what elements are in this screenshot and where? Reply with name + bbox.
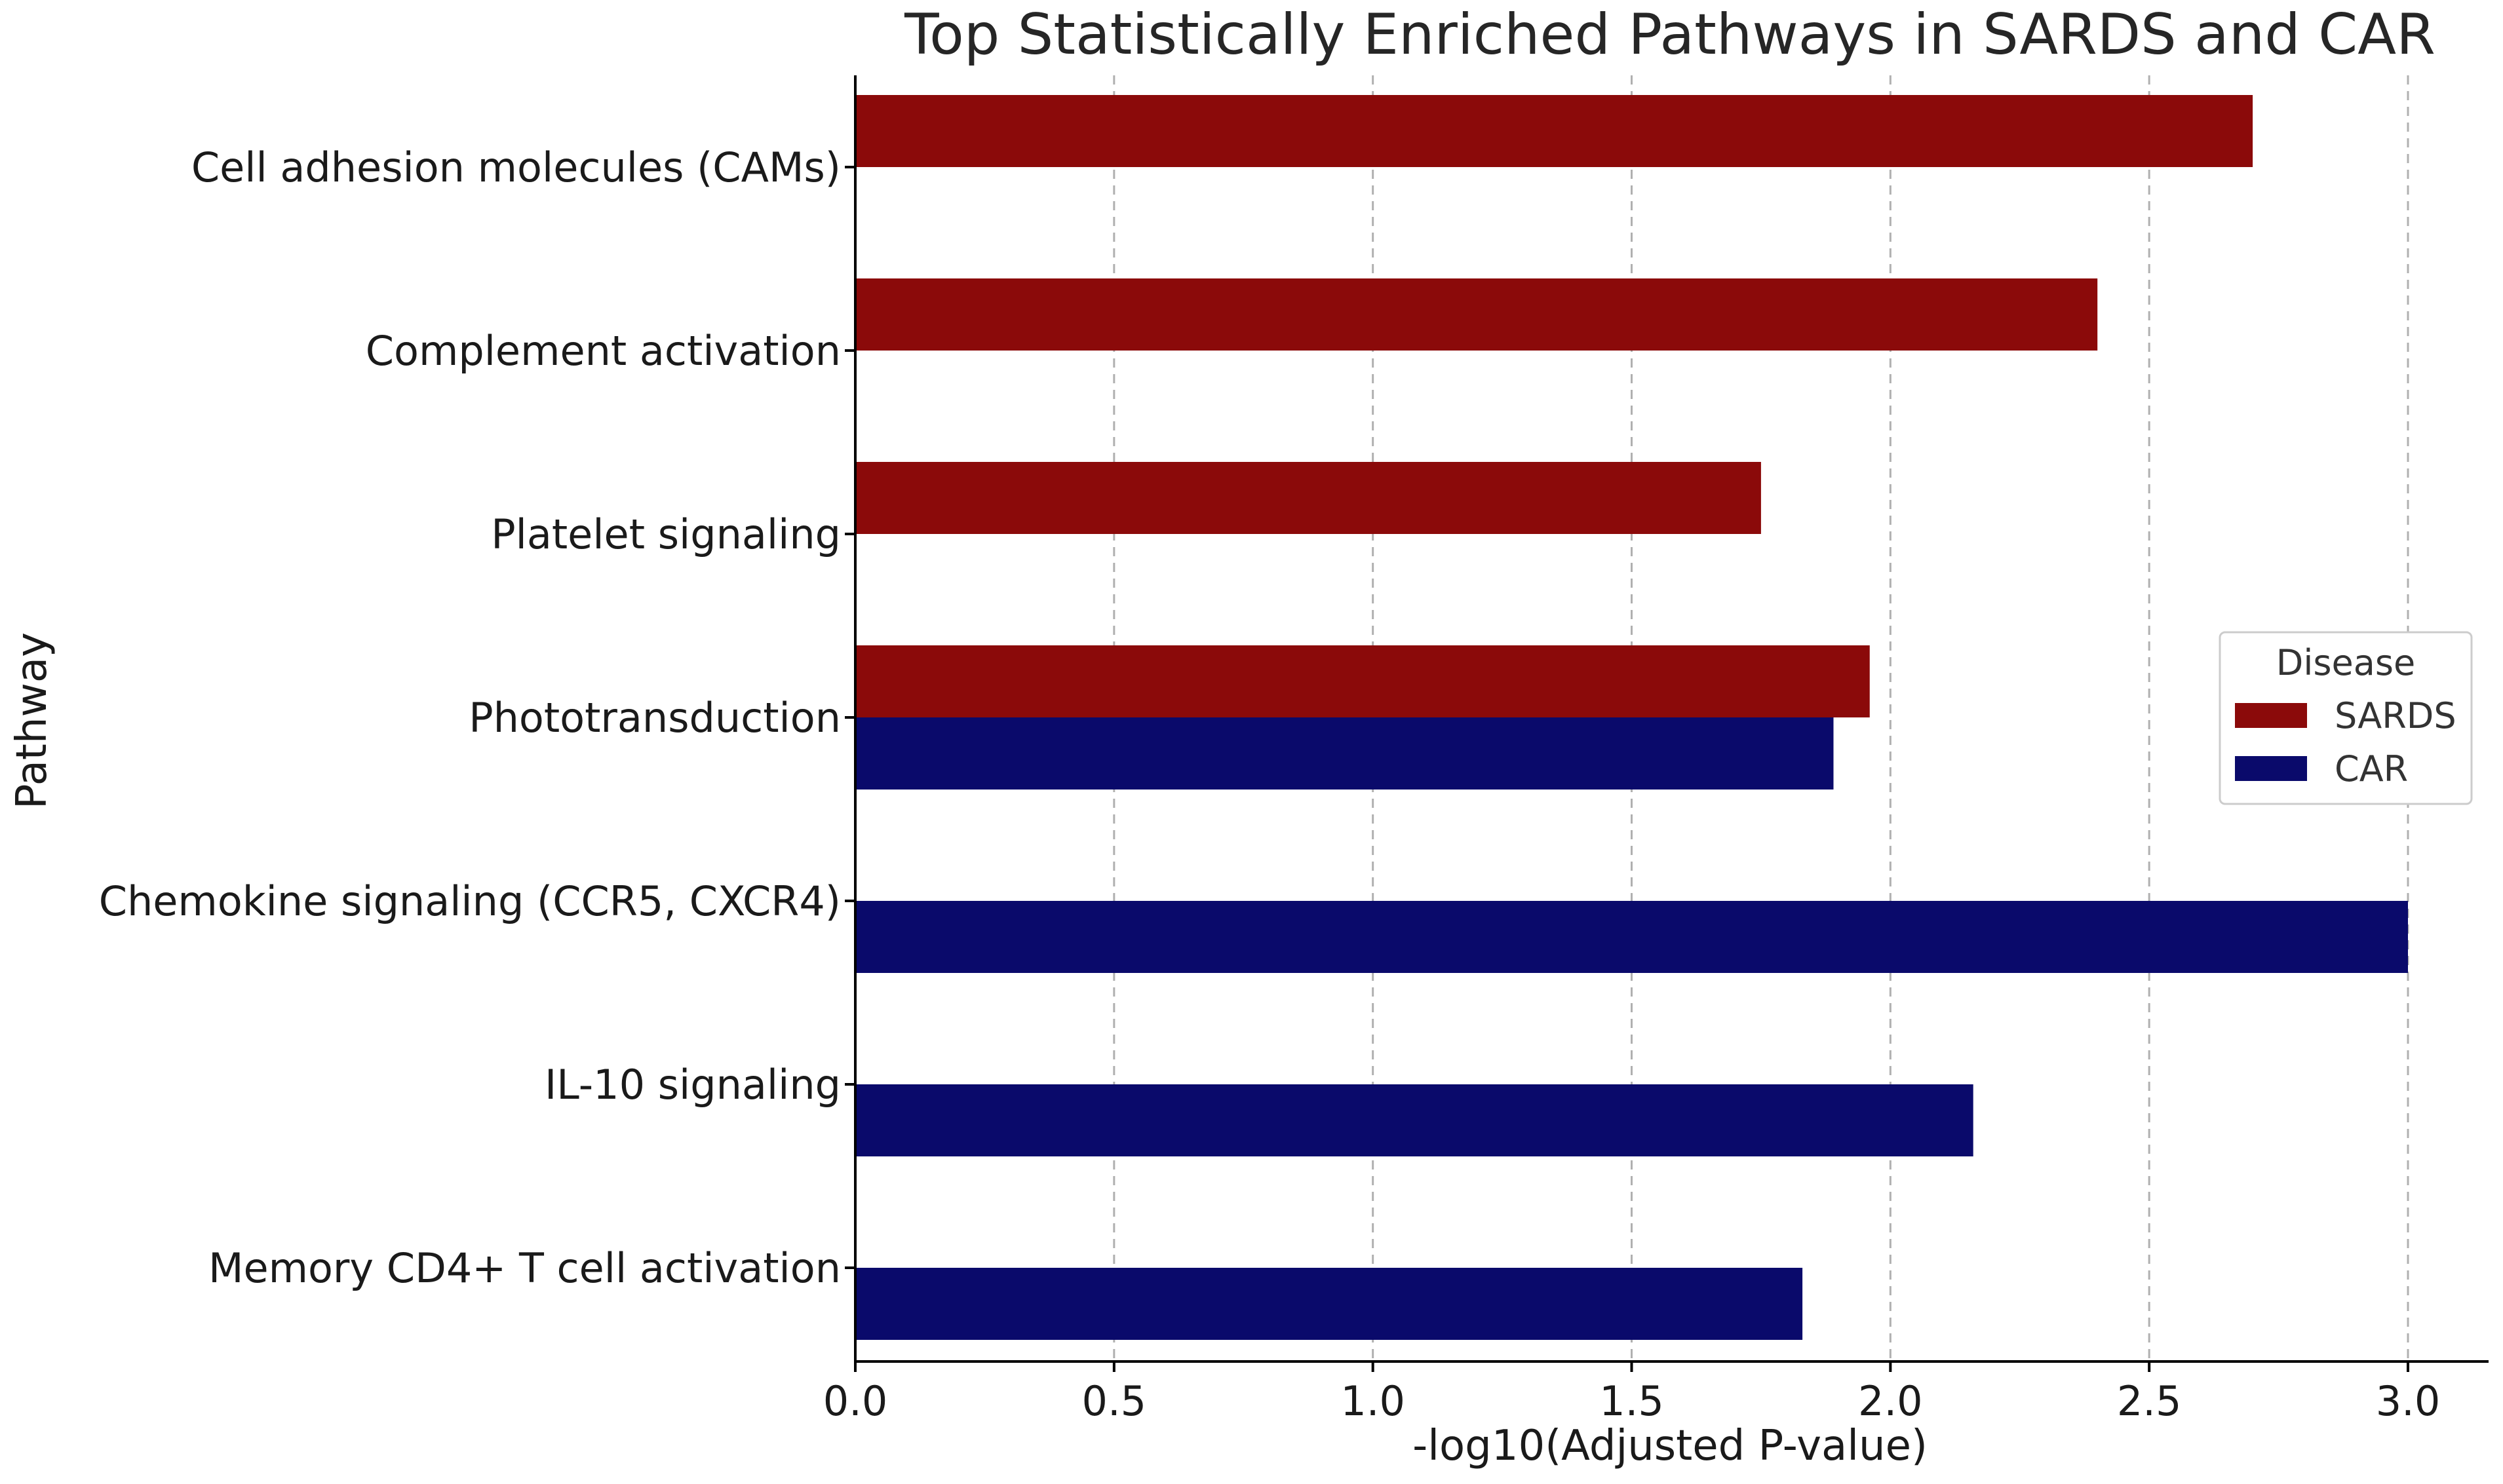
y-tick-label: Chemokine signaling (CCR5, CXCR4) xyxy=(99,877,841,925)
legend-label-car: CAR xyxy=(2335,748,2408,790)
x-tick-label: 2.0 xyxy=(1858,1377,1923,1425)
x-tick-label: 3.0 xyxy=(2376,1377,2441,1425)
bar-car xyxy=(855,717,1834,790)
legend: Disease SARDS CAR xyxy=(2219,631,2473,805)
bar-sards xyxy=(855,278,2098,351)
legend-label-sards: SARDS xyxy=(2335,695,2456,736)
bar-car xyxy=(855,1084,1973,1156)
bar-sards xyxy=(855,645,1870,717)
bar-car xyxy=(855,1268,1803,1340)
y-tick-label: Memory CD4+ T cell activation xyxy=(208,1244,841,1292)
x-tick-label: 0.0 xyxy=(823,1377,888,1425)
y-tick-label: Complement activation xyxy=(366,327,841,375)
x-tick-label: 1.0 xyxy=(1340,1377,1405,1425)
bar-sards xyxy=(855,95,2253,167)
legend-swatch-car xyxy=(2235,756,2307,781)
x-ticks: 0.0 0.5 1.0 1.5 2.0 2.5 3.0 xyxy=(823,1361,2441,1425)
y-ticks: Cell adhesion molecules (CAMs) Complement… xyxy=(99,143,855,1292)
y-axis-label: Pathway xyxy=(8,632,56,809)
y-tick-label: Platelet signaling xyxy=(491,510,841,558)
x-tick-label: 1.5 xyxy=(1599,1377,1664,1425)
bar-sards xyxy=(855,462,1761,534)
legend-swatch-sards xyxy=(2235,703,2307,728)
y-tick-label: Phototransduction xyxy=(469,694,841,742)
x-axis-label: -log10(Adjusted P-value) xyxy=(1412,1422,1928,1470)
x-tick-label: 2.5 xyxy=(2117,1377,2182,1425)
bars xyxy=(855,95,2408,1340)
legend-title: Disease xyxy=(2276,642,2415,683)
y-tick-label: IL-10 signaling xyxy=(545,1061,841,1109)
x-tick-label: 0.5 xyxy=(1082,1377,1147,1425)
bar-car xyxy=(855,901,2408,973)
chart-title: Top Statistically Enriched Pathways in S… xyxy=(904,2,2435,67)
y-tick-label: Cell adhesion molecules (CAMs) xyxy=(191,143,841,191)
